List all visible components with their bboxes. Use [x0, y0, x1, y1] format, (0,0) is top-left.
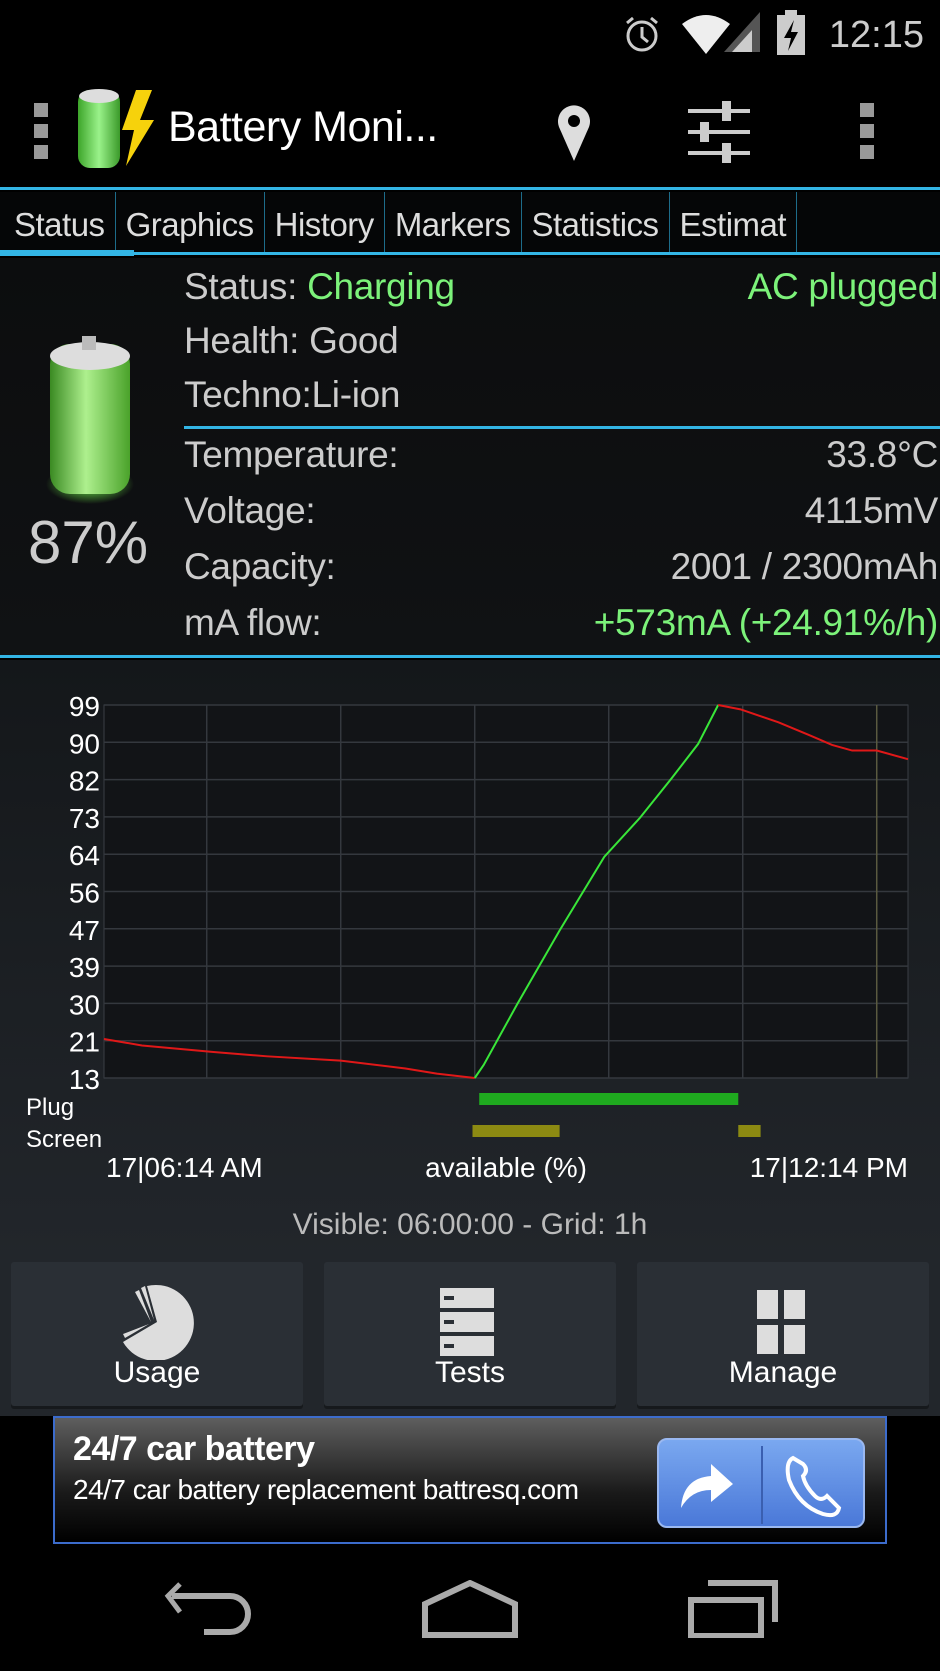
- home-icon[interactable]: [422, 1580, 518, 1638]
- status-label: Status:: [184, 266, 298, 307]
- flow-label: mA flow:: [184, 602, 322, 643]
- series-line-2: [717, 704, 909, 761]
- alarm-icon: [626, 16, 658, 52]
- track-span: [738, 1125, 761, 1137]
- series-line-0: [103, 1037, 475, 1079]
- divider: [0, 187, 940, 190]
- y-tick-label: 39: [69, 952, 100, 983]
- track-label-screen: Screen: [26, 1126, 102, 1153]
- battery-info-panel: 87% Status: Charging AC plugged Health: G…: [0, 258, 940, 658]
- server-list-icon: [440, 1288, 494, 1356]
- ad-subtitle[interactable]: 24/7 car battery replacement battresq.co…: [73, 1474, 579, 1505]
- recent-apps-icon[interactable]: [688, 1580, 778, 1638]
- y-tick-label: 99: [69, 691, 100, 722]
- flow-row: mA flow: +573mA (+24.91%/h): [184, 602, 940, 644]
- battery-app-logo[interactable]: [74, 86, 160, 172]
- y-tick-label: 82: [69, 766, 100, 797]
- y-tick-label: 30: [69, 989, 100, 1020]
- plug-value: AC plugged: [747, 266, 939, 307]
- visible-range-text: Visible: 06:00:00 - Grid: 1h: [292, 1208, 648, 1241]
- temperature-value: 33.8°C: [826, 434, 938, 475]
- capacity-label: Capacity:: [184, 546, 336, 587]
- tab-statistics[interactable]: Statistics: [522, 192, 670, 254]
- voltage-label: Voltage:: [184, 490, 316, 531]
- phone-icon[interactable]: [783, 1452, 843, 1518]
- capacity-value: 2001 / 2300mAh: [670, 546, 939, 587]
- ad-banner[interactable]: 24/7 car battery 24/7 car battery replac…: [53, 1416, 887, 1544]
- wifi-icon: [682, 15, 730, 54]
- manage-label: Manage: [728, 1356, 838, 1389]
- usage-button[interactable]: Usage: [11, 1262, 303, 1406]
- tab-bar: Status Graphics History Markers Statistics Es…: [0, 192, 940, 254]
- tab-graphics[interactable]: Graphics: [116, 192, 265, 254]
- y-tick-label: 21: [69, 1027, 100, 1058]
- tests-label: Tests: [434, 1356, 506, 1389]
- track-span: [479, 1093, 739, 1105]
- location-pin-icon[interactable]: [556, 101, 592, 161]
- health-label: Health:: [184, 320, 300, 361]
- x-start-label: 17|06:14 AM: [106, 1152, 263, 1183]
- drawer-handle-icon[interactable]: [34, 103, 50, 159]
- track-span: [472, 1125, 560, 1137]
- grid-icon: [757, 1290, 805, 1354]
- status-bar: 12:15: [0, 0, 940, 69]
- divider: [0, 655, 940, 658]
- clock: 12:15: [828, 14, 924, 56]
- tab-status[interactable]: Status: [0, 192, 116, 254]
- temperature-row: Temperature: 33.8°C: [184, 434, 940, 476]
- y-tick-label: 90: [69, 728, 100, 759]
- x-axis-label: available (%): [425, 1152, 587, 1183]
- status-value: Charging: [307, 266, 455, 307]
- techno-value: Li-ion: [311, 374, 401, 415]
- usage-label: Usage: [113, 1356, 201, 1389]
- share-arrow-icon[interactable]: [677, 1458, 737, 1510]
- y-tick-label: 73: [69, 803, 100, 834]
- track-label-plug: Plug: [26, 1094, 74, 1121]
- tab-history[interactable]: History: [265, 192, 385, 254]
- health-value: Good: [309, 320, 399, 361]
- techno-label: Techno:: [184, 374, 312, 415]
- y-tick-label: 13: [69, 1064, 100, 1095]
- navigation-bar: [0, 1548, 940, 1671]
- x-end-label: 17|12:14 PM: [750, 1152, 908, 1183]
- temperature-label: Temperature:: [184, 434, 399, 475]
- y-tick-label: 56: [69, 878, 100, 909]
- techno-row: Techno:Li-ion: [184, 374, 940, 416]
- flow-value: +573mA (+24.91%/h): [593, 602, 939, 643]
- battery-charging-icon: [777, 10, 805, 55]
- divider: [761, 1446, 763, 1524]
- tab-markers[interactable]: Markers: [385, 192, 522, 254]
- signal-icon: [724, 12, 760, 52]
- status-row: Status: Charging AC plugged: [184, 266, 940, 308]
- action-bar: Battery Moni...: [0, 69, 940, 187]
- health-row: Health: Good: [184, 320, 940, 362]
- sliders-icon[interactable]: [686, 99, 752, 165]
- voltage-value: 4115mV: [804, 490, 939, 531]
- tab-estimates[interactable]: Estimat: [670, 192, 798, 254]
- pie-chart-icon: [123, 1284, 194, 1360]
- capacity-row: Capacity: 2001 / 2300mAh: [184, 546, 940, 588]
- divider: [184, 426, 940, 429]
- ad-title[interactable]: 24/7 car battery: [73, 1430, 315, 1468]
- back-icon[interactable]: [164, 1582, 254, 1636]
- app-title: Battery Moni...: [168, 103, 438, 151]
- y-tick-label: 64: [69, 840, 100, 871]
- voltage-row: Voltage: 4115mV: [184, 490, 940, 532]
- tests-button[interactable]: Tests: [324, 1262, 616, 1406]
- y-tick-label: 47: [69, 915, 100, 946]
- divider: [0, 252, 940, 255]
- manage-button[interactable]: Manage: [637, 1262, 929, 1406]
- battery-percent: 87%: [28, 509, 149, 576]
- battery-chart-panel[interactable]: 99 90 82 73 64 56 47 39 30 21 13 Plug Screen 17|06:14…: [0, 660, 940, 1260]
- ad-action-buttons: [657, 1438, 865, 1528]
- battery-level-icon: [46, 336, 134, 504]
- overflow-menu-icon[interactable]: [860, 103, 876, 159]
